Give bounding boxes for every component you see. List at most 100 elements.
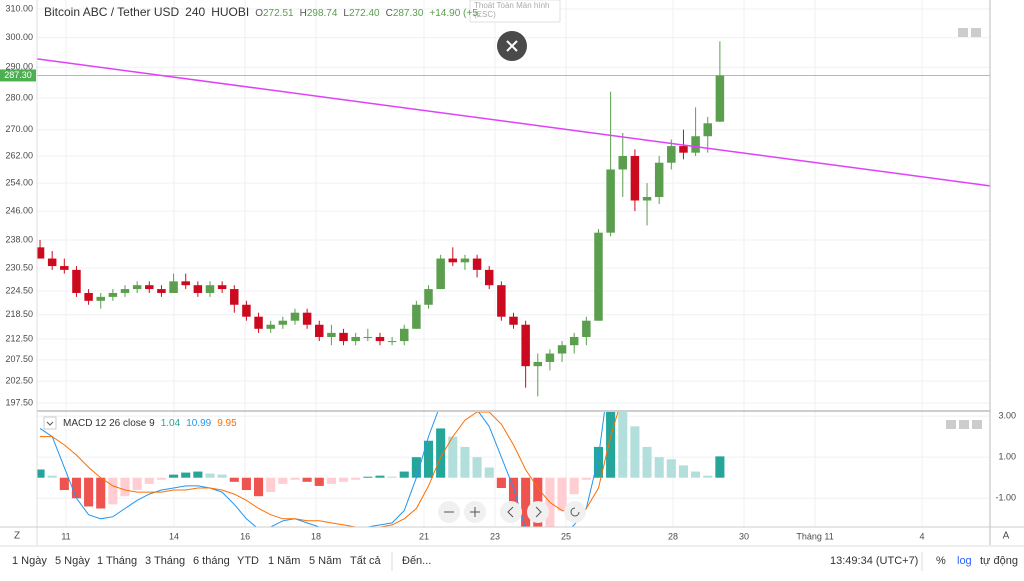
axis-button[interactable]: Z [14,531,20,542]
clock: 13:49:34 (UTC+7) [830,555,918,567]
candle-body [569,336,579,346]
candle-body [120,289,130,293]
x-tick-label: 14 [169,531,179,541]
macd-histogram-bar [241,477,251,491]
candle-body [193,285,203,293]
macd-header: MACD 12 26 close 9 1.04 10.99 9.95 [63,418,237,429]
macd-histogram-bar [229,477,239,482]
ohlc-prefix: C [386,8,393,19]
ohlc-prefix: H [300,8,307,19]
range-button[interactable]: 6 tháng [193,555,230,567]
candle-body [557,345,567,354]
candle-body [363,336,373,338]
pane-buttons[interactable] [946,28,982,429]
macd-tick-label: -1.00 [995,493,1016,503]
range-button[interactable]: 5 Ngày [55,555,90,567]
x-tick-label: Tháng 11 [796,531,833,541]
exchange: HUOBI [211,5,249,19]
macd-histogram-bar [96,477,106,509]
symbol-title: Bitcoin ABC / Tether USD [44,5,180,19]
trendline [37,58,990,187]
macd-histogram-bar [37,469,45,478]
candle-body [715,75,725,122]
macd-title: MACD 12 26 close 9 [63,418,155,429]
macd-histogram-bar [326,477,336,484]
macd-collapse[interactable] [43,416,57,430]
macd-histogram-bar [278,477,288,484]
candle-body [169,281,178,293]
macd-histogram-bar [290,477,300,480]
macd-histogram-bar [156,477,166,480]
candle-body [387,341,397,343]
candle-body [654,162,664,197]
close-button[interactable] [497,31,527,61]
range-button[interactable]: 1 Ngày [12,555,47,567]
macd-tick-label: 3.00 [998,410,1016,420]
ohlc-prefix: O [255,8,263,19]
candle-body [606,169,615,233]
candle-body [60,266,69,270]
chart-header: Bitcoin ABC / Tether USD 240 HUOBI O272.51 H… [44,5,481,19]
goto-button[interactable]: Đến... [402,555,431,567]
candle-body [242,304,251,317]
y-tick-label: 246.00 [5,205,33,215]
ohlc-value: 287.30 [393,8,424,19]
x-tick-label: 16 [240,531,250,541]
candle-body [327,332,336,337]
candle-body [703,123,712,137]
y-tick-label: 238.00 [5,234,33,244]
macd-histogram-bar [254,477,264,497]
range-button[interactable]: YTD [237,555,259,567]
x-tick-label: 30 [739,531,749,541]
range-button[interactable]: 5 Năm [309,555,341,567]
macd-histogram-bar [630,426,640,478]
candle-body [339,332,348,342]
candle-body [278,320,288,325]
macd-histogram-bar [302,477,312,482]
macd-histogram-bar [472,457,482,478]
range-button[interactable]: 1 Tháng [97,555,137,567]
candle-body [399,328,409,342]
scale-option[interactable]: tự động [980,555,1018,567]
macd-histogram-bar [266,477,276,493]
candle-body [484,269,494,286]
macd-histogram-bar [423,440,434,478]
y-tick-label: 230.50 [5,262,33,272]
y-tick-label: 280.00 [5,92,33,102]
candle-body [181,281,190,286]
y-tick-label: 218.50 [5,309,33,319]
range-button[interactable]: Tất cả [350,555,381,567]
macd-line [39,412,605,527]
candle-body [230,289,239,305]
candle-body [497,285,506,317]
macd-histogram-bar [557,477,567,511]
nav-buttons[interactable] [438,501,586,523]
macd-histogram-bar [84,477,94,507]
candle-body [630,156,640,201]
scale-option[interactable]: % [936,555,946,567]
price-tag-label: 287.30 [4,70,32,80]
x-tick-label: 25 [561,531,571,541]
macd-histogram-bar [120,477,130,497]
range-button[interactable]: 3 Tháng [145,555,185,567]
change: +14.90 (+5. [429,8,480,19]
axis-button[interactable]: A [1003,531,1010,542]
scale-option[interactable]: log [957,555,972,567]
macd-histogram-bar [47,475,57,478]
macd-histogram-bar [108,477,118,505]
ohlc-value: 272.51 [263,8,294,19]
candle-body [424,289,433,305]
y-tick-label: 290.00 [5,62,33,72]
candle-body [545,353,555,362]
tooltip-line: Thoát Toàn Màn hình [474,1,549,10]
range-button[interactable]: 1 Năm [268,555,300,567]
y-tick-label: 254.00 [5,177,33,187]
candle-body [375,336,385,342]
macd-histogram-bar [618,412,628,478]
candle-body [472,258,482,270]
y-tick-label: 224.50 [5,285,33,295]
macd-histogram-bar [460,446,470,478]
y-tick-label: 197.50 [5,397,33,407]
macd-histogram-bar [703,475,713,478]
